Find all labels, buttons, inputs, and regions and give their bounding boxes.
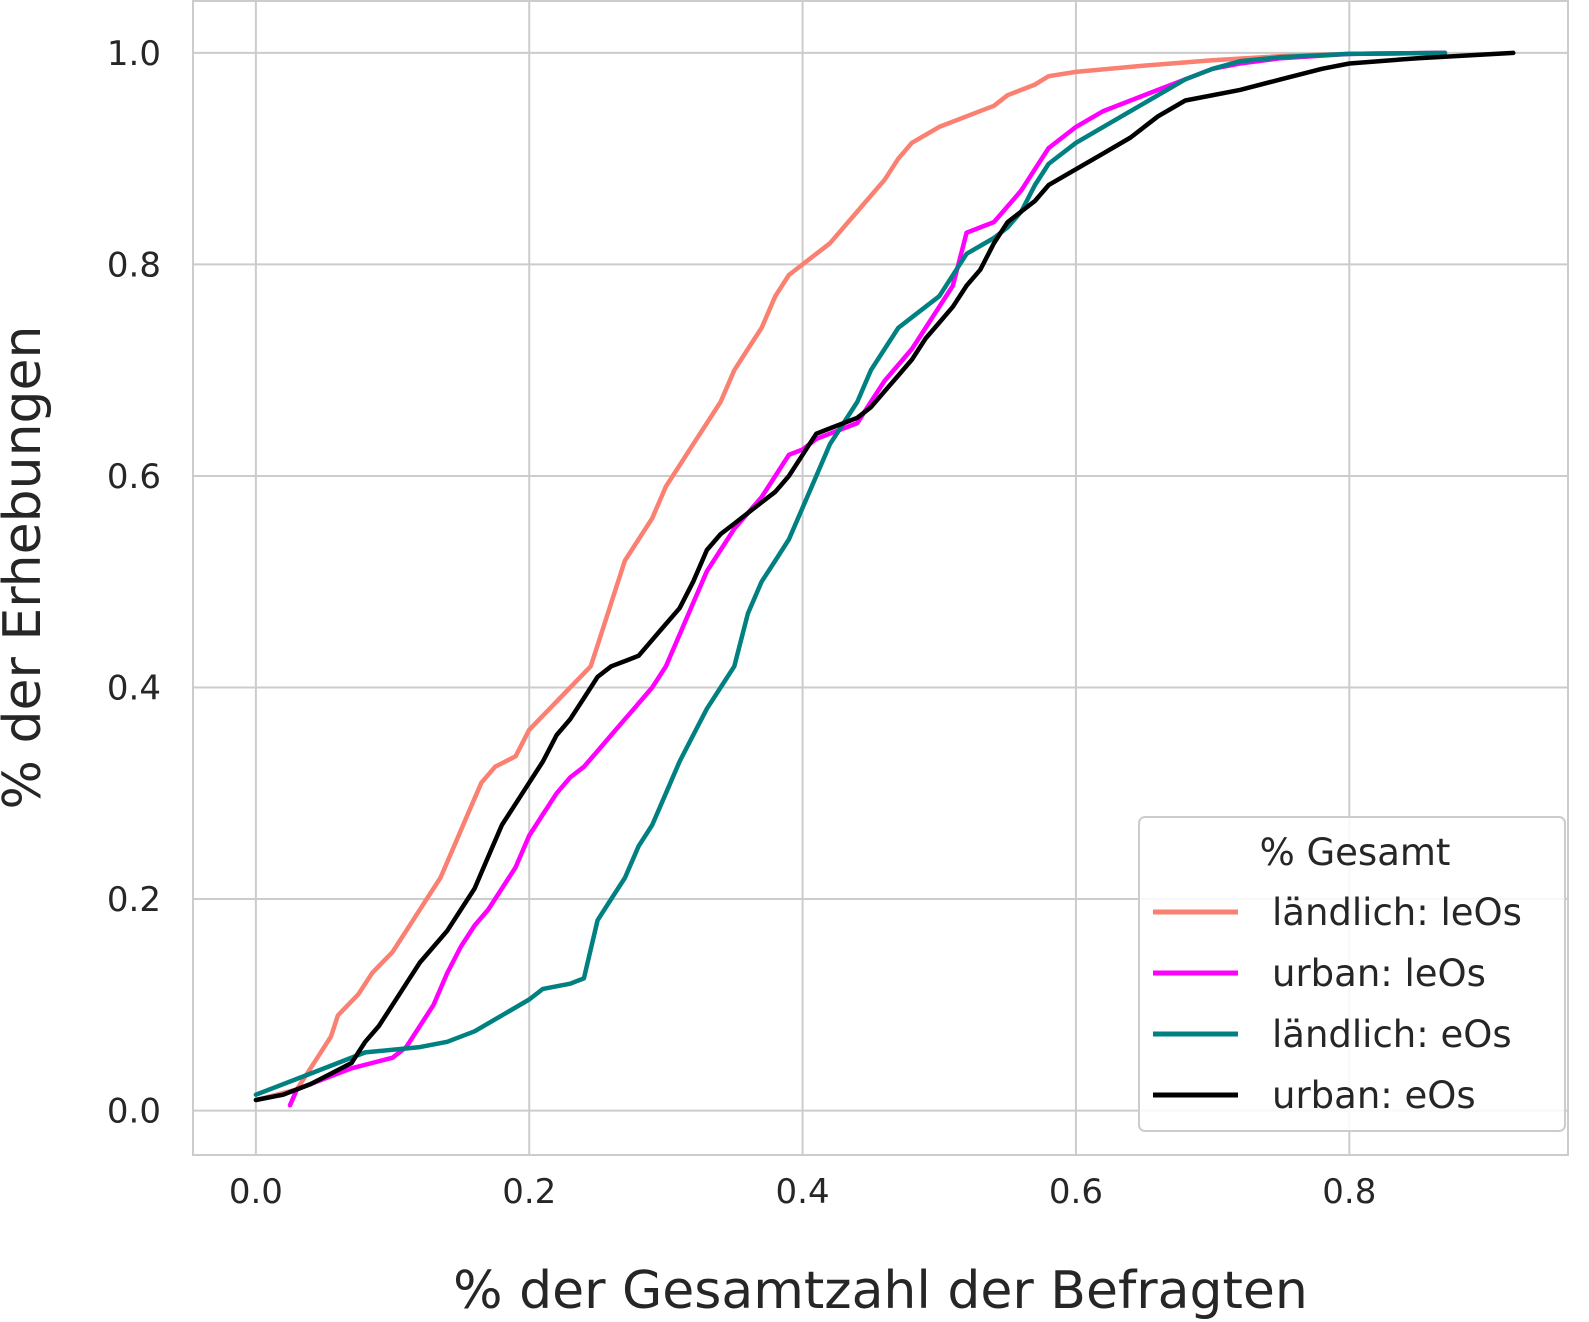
legend-label-3: ländlich: eOs (1272, 1013, 1512, 1056)
x-tick-label: 0.6 (1049, 1172, 1103, 1212)
legend-label-1: ländlich: leOs (1272, 891, 1522, 934)
x-axis-label: % der Gesamtzahl der Befragten (453, 1261, 1308, 1321)
y-tick-label: 0.0 (107, 1092, 161, 1132)
y-tick-label: 0.8 (107, 245, 161, 285)
y-axis-label: % der Erhebungen (0, 326, 53, 810)
series-line-4 (253, 50, 1516, 1103)
tick-layer: 0.0 0.2 0.4 0.6 0.8 0.0 0.2 0.4 0.6 0.8 1.0 (107, 34, 1376, 1212)
series-layer (253, 50, 1516, 1108)
legend-items: ländlich: leOs urban: leOs ländlich: eOs ur… (1153, 891, 1522, 1117)
legend-label-4: urban: eOs (1272, 1074, 1476, 1117)
x-tick-label: 0.0 (229, 1172, 283, 1212)
legend-title: % Gesamt (1260, 831, 1451, 874)
x-tick-label: 0.8 (1322, 1172, 1376, 1212)
series-line-3 (253, 50, 1448, 1097)
y-tick-label: 0.4 (107, 669, 161, 709)
plot-frame (192, 0, 1569, 1156)
legend-label-2: urban: leOs (1272, 952, 1486, 995)
legend-box (1138, 816, 1566, 1132)
y-tick-label: 1.0 (107, 34, 161, 74)
x-tick-label: 0.4 (776, 1172, 830, 1212)
x-tick-label: 0.2 (502, 1172, 556, 1212)
y-tick-label: 0.2 (107, 880, 161, 920)
series-line-1 (253, 50, 1448, 1103)
y-tick-label: 0.6 (107, 457, 161, 497)
